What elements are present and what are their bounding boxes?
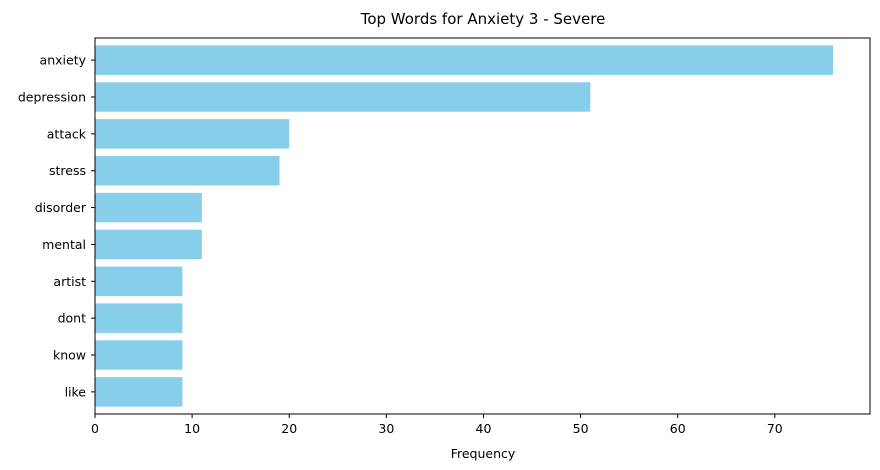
y-tick-label-attack: attack	[47, 126, 87, 141]
x-tick-label-60: 60	[670, 421, 686, 436]
y-tick-label-anxiety: anxiety	[40, 53, 87, 68]
bar-disorder	[95, 192, 202, 223]
bars-group	[95, 45, 834, 407]
x-tick-label-0: 0	[91, 421, 99, 436]
bar-artist	[95, 266, 183, 297]
bar-mental	[95, 229, 202, 260]
y-tick-label-like: like	[65, 384, 87, 399]
bar-attack	[95, 119, 290, 149]
y-tick-label-depression: depression	[18, 89, 86, 104]
y-axis-ticks: anxiety depression attack stress disorder men…	[18, 53, 95, 399]
x-tick-label-30: 30	[378, 421, 394, 436]
bar-dont	[95, 303, 183, 333]
y-tick-label-dont: dont	[58, 311, 87, 326]
y-tick-label-artist: artist	[53, 274, 86, 289]
x-tick-label-20: 20	[281, 421, 297, 436]
bar-stress	[95, 155, 280, 186]
x-tick-label-70: 70	[767, 421, 783, 436]
y-tick-label-disorder: disorder	[35, 200, 87, 215]
x-tick-label-40: 40	[476, 421, 492, 436]
bar-like	[95, 377, 183, 407]
y-tick-label-stress: stress	[49, 163, 86, 178]
plot-frame	[94, 37, 871, 415]
y-tick-label-mental: mental	[42, 237, 86, 252]
chart-title: Top Words for Anxiety 3 - Severe	[360, 10, 606, 28]
y-tick-label-know: know	[53, 348, 86, 363]
bar-depression	[95, 82, 591, 112]
x-axis-label: Frequency	[451, 446, 516, 461]
bar-know	[95, 340, 183, 370]
x-axis-ticks: 0 10 20 30 40 50 60 70	[91, 414, 783, 436]
x-tick-label-10: 10	[184, 421, 200, 436]
x-tick-label-50: 50	[573, 421, 589, 436]
bar-anxiety	[95, 45, 834, 75]
